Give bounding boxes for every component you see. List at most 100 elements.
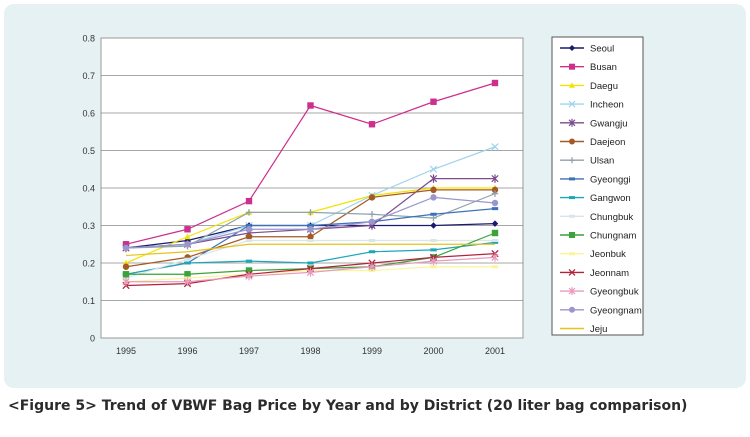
legend-marker-ulsan	[569, 157, 575, 164]
figure-caption: <Figure 5> Trend of VBWF Bag Price by Ye…	[8, 398, 688, 414]
data-point-busan	[491, 79, 499, 87]
y-tick-label: 0.5	[82, 146, 95, 156]
legend-label-seoul: Seoul	[590, 44, 614, 55]
data-point-gyeongnam	[122, 244, 130, 252]
data-point-gyeonggi	[307, 224, 314, 227]
series-line-jeju	[125, 243, 495, 257]
legend-marker-gwangju	[568, 118, 576, 127]
data-point-daejeon	[307, 233, 314, 240]
legend-label-chungbuk: Chungbuk	[590, 212, 634, 223]
y-tick-label: 0.1	[82, 296, 95, 306]
legend-marker-busan	[569, 63, 575, 70]
x-tick-label: 1995	[116, 346, 136, 356]
data-point-seoul	[491, 220, 499, 227]
data-point-gyeongnam	[307, 226, 314, 233]
legend: Seoul Busan Daegu Incheon Gwangju Daejeon Ulsa…	[560, 44, 642, 335]
series-lines	[122, 79, 499, 290]
legend-label-gangwon: Gangwon	[590, 193, 631, 204]
data-point-chungbuk	[491, 239, 499, 242]
legend-marker-incheon	[568, 100, 576, 108]
data-point-incheon	[429, 165, 438, 173]
legend-marker-gangwon	[569, 196, 575, 200]
legend-box	[551, 36, 644, 336]
y-tick-label: 0.4	[82, 184, 95, 194]
legend-label-incheon: Incheon	[590, 100, 624, 111]
data-point-busan	[430, 98, 437, 105]
y-tick-label: 0.6	[82, 109, 95, 119]
data-point-gangwon	[307, 261, 314, 265]
data-point-gwangju	[429, 174, 438, 183]
legend-marker-jeonbuk	[569, 252, 575, 256]
data-point-gyeongbuk	[183, 277, 192, 286]
data-point-jeonbuk	[491, 265, 499, 269]
data-point-ulsan	[245, 209, 253, 216]
data-point-daejeon	[430, 186, 437, 194]
data-point-gyeongbuk	[368, 262, 376, 271]
data-point-gyeongnam	[430, 194, 437, 201]
legend-marker-jeonnam	[568, 268, 576, 276]
data-point-gangwon	[491, 240, 499, 244]
data-point-chungbuk	[368, 239, 376, 242]
x-tick-label: 1999	[362, 346, 382, 356]
data-point-gyeongbuk	[491, 253, 499, 262]
x-tick-label: 1996	[177, 346, 197, 356]
x-tick-label: 2001	[485, 346, 505, 356]
x-tick-label: 2000	[423, 346, 443, 356]
data-point-gangwon	[245, 259, 253, 263]
data-point-jeonbuk	[430, 265, 437, 269]
legend-marker-daegu	[569, 82, 575, 88]
data-point-chungbuk	[245, 239, 253, 242]
legend-label-ulsan: Ulsan	[590, 156, 614, 167]
legend-label-jeonnam: Jeonnam	[590, 268, 629, 279]
legend-label-gwangju: Gwangju	[590, 118, 628, 129]
line-chart: 0 0.1 0.2 0.3 0.4 0.5 0.6 0.7 0.8 1995 1996 1997 199…	[82, 34, 644, 357]
legend-label-daejeon: Daejeon	[590, 137, 625, 148]
data-point-gyeonggi	[430, 212, 437, 216]
data-point-daejeon	[122, 263, 130, 270]
legend-marker-gyeongbuk	[568, 287, 576, 296]
data-point-busan	[368, 121, 376, 128]
data-point-gwangju	[491, 174, 499, 183]
legend-label-daegu: Daegu	[590, 81, 618, 92]
data-point-daejeon	[491, 186, 499, 194]
data-point-gyeongnam	[184, 241, 191, 248]
data-point-chungnam	[245, 267, 253, 274]
data-point-gangwon	[430, 248, 437, 252]
data-point-chungnam	[184, 271, 191, 278]
x-tick-label: 1997	[239, 346, 259, 356]
data-point-daejeon	[245, 233, 253, 240]
data-point-gyeongnam	[245, 226, 253, 233]
data-point-chungbuk	[307, 239, 314, 242]
data-point-incheon	[491, 143, 499, 151]
legend-marker-daejeon	[569, 138, 575, 145]
legend-label-gyeongnam: Gyeongnam	[590, 305, 642, 316]
axis-ticks: 0 0.1 0.2 0.3 0.4 0.5 0.6 0.7 0.8 1995 1996 1997 199…	[82, 34, 505, 357]
legend-marker-gyeongnam	[569, 306, 575, 313]
data-point-chungbuk	[184, 257, 191, 261]
legend-marker-gyeonggi	[569, 177, 575, 181]
data-point-daejeon	[368, 194, 376, 201]
data-point-gyeonggi	[491, 207, 499, 211]
x-tick-label: 1998	[300, 346, 320, 356]
data-point-gyeongbuk	[306, 268, 315, 277]
legend-label-jeju: Jeju	[590, 324, 607, 335]
legend-marker-chungbuk	[569, 214, 575, 218]
data-point-gyeongbuk	[245, 271, 253, 281]
legend-label-chungnam: Chungnam	[590, 231, 637, 242]
data-point-chungbuk	[430, 239, 437, 242]
legend-label-gyeonggi: Gyeonggi	[590, 174, 631, 185]
legend-marker-chungnam	[569, 232, 575, 238]
data-point-busan	[184, 226, 191, 233]
data-point-gyeonggi	[245, 224, 253, 227]
legend-marker-seoul	[569, 45, 575, 51]
data-point-ulsan	[491, 190, 499, 197]
data-point-gyeongbuk	[122, 277, 130, 286]
y-tick-label: 0.8	[82, 34, 95, 44]
data-point-busan	[245, 197, 253, 205]
data-point-chungnam	[122, 271, 130, 278]
data-point-daegu	[184, 233, 191, 240]
data-point-gyeongnam	[491, 199, 499, 207]
data-point-gyeongnam	[368, 218, 376, 225]
data-point-ulsan	[307, 209, 314, 216]
y-tick-label: 0	[90, 334, 95, 344]
